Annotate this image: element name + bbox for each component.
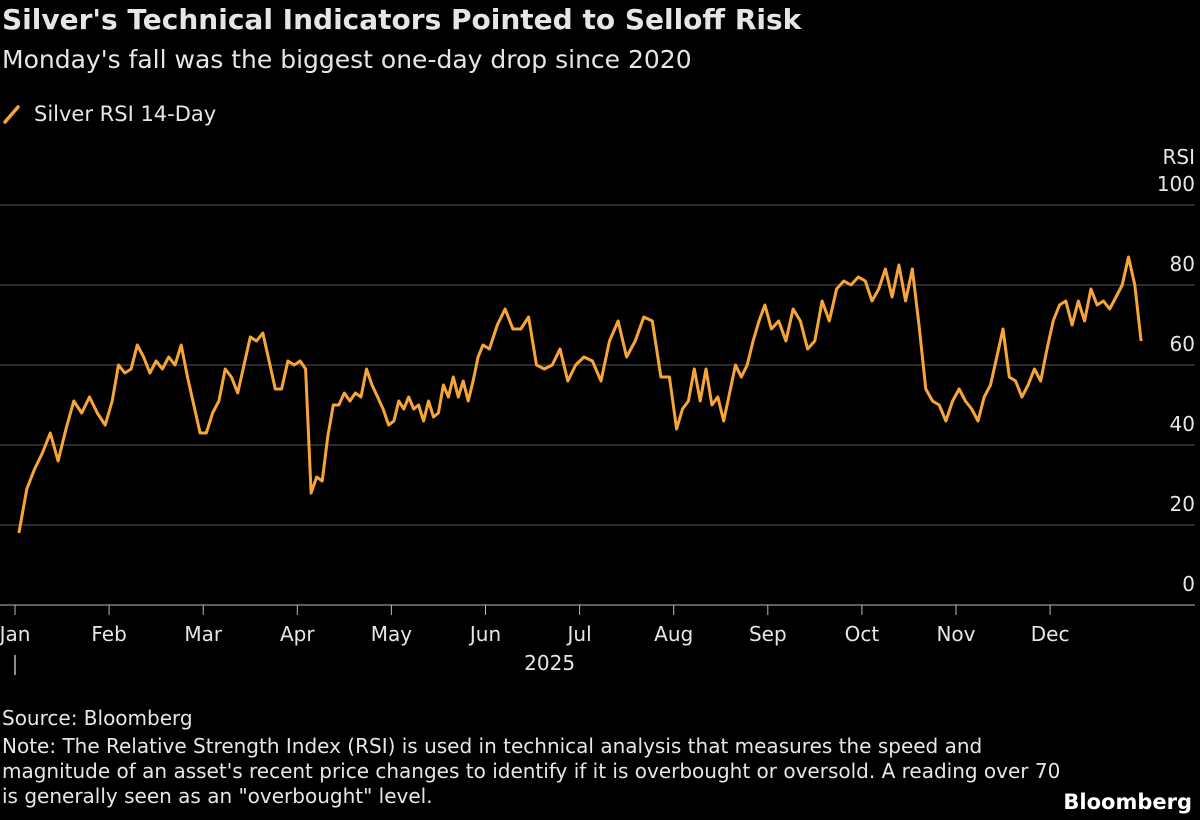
x-tick-label: Aug [654, 622, 693, 646]
x-tick-label: Jan [0, 622, 30, 646]
series-line [17, 255, 1143, 534]
x-tick-label: Apr [280, 622, 315, 646]
source: Source: Bloomberg [2, 706, 193, 730]
y-tick-label: 100 [1157, 172, 1195, 196]
legend-swatch [3, 105, 20, 124]
x-tick-label: Jul [566, 622, 592, 646]
y-tick-label: 20 [1170, 492, 1195, 516]
y-tick-label: 40 [1170, 412, 1195, 436]
chart-subtitle: Monday's fall was the biggest one-day dr… [2, 45, 692, 74]
note: Note: The Relative Strength Index (RSI) … [2, 734, 1061, 808]
chart-title: Silver's Technical Indicators Pointed to… [2, 3, 803, 36]
y-axis-label: RSI [1163, 145, 1196, 169]
x-tick-label: Sep [749, 622, 787, 646]
chart: Silver's Technical Indicators Pointed to… [0, 3, 1196, 675]
y-tick-label: 80 [1170, 252, 1195, 276]
brand: Bloomberg [1063, 790, 1192, 814]
x-tick-label: Mar [184, 622, 223, 646]
x-tick-label: Jun [468, 622, 501, 646]
legend-label: Silver RSI 14-Day [34, 102, 216, 126]
x-tick-label: Nov [936, 622, 975, 646]
year-label: 2025 [524, 651, 575, 675]
y-tick-label: 60 [1170, 332, 1195, 356]
x-tick-label: Oct [845, 622, 880, 646]
y-tick-label: 0 [1182, 572, 1195, 596]
x-tick-label: May [371, 622, 413, 646]
x-tick-label: Feb [91, 622, 126, 646]
x-tick-label: Dec [1031, 622, 1070, 646]
